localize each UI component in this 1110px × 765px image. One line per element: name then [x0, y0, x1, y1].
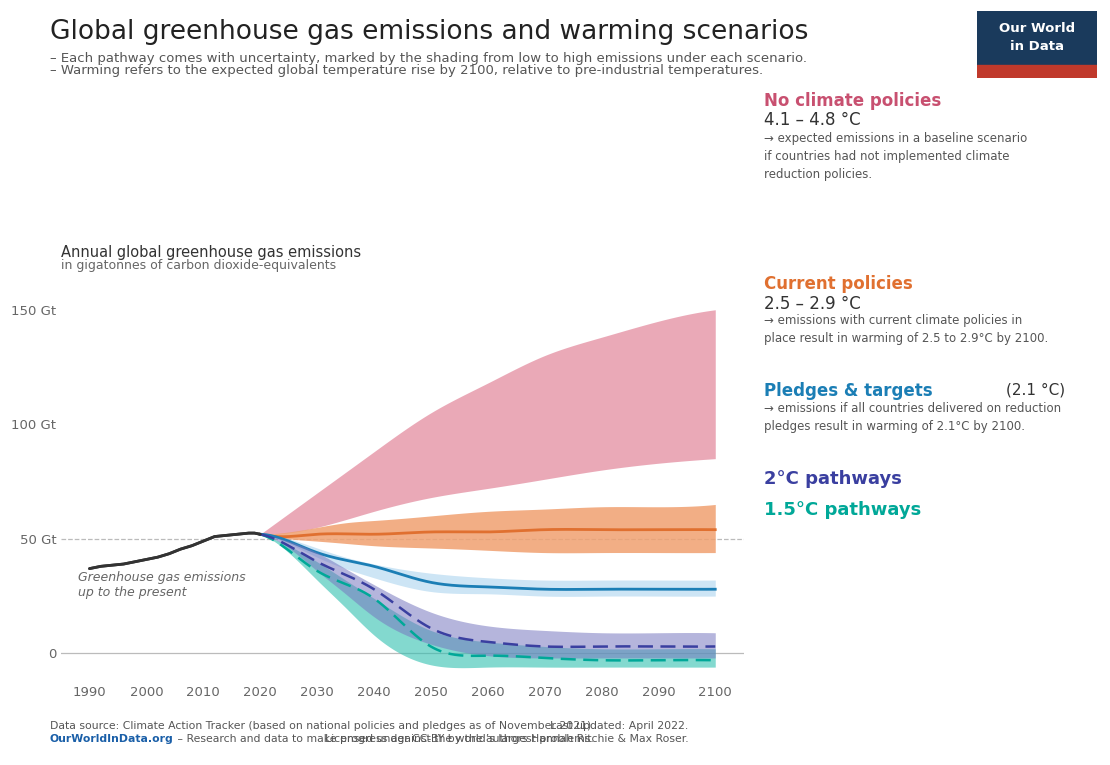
Text: Data source: Climate Action Tracker (based on national policies and pledges as o: Data source: Climate Action Tracker (bas…	[50, 721, 595, 731]
Text: – Research and data to make progress against the world’s largest problems.: – Research and data to make progress aga…	[174, 734, 594, 744]
Text: Annual global greenhouse gas emissions: Annual global greenhouse gas emissions	[61, 245, 361, 260]
Text: – Warming refers to the expected global temperature rise by 2100, relative to pr: – Warming refers to the expected global …	[50, 64, 763, 77]
Text: 1.5°C pathways: 1.5°C pathways	[764, 501, 921, 519]
Text: 4.1 – 4.8 °C: 4.1 – 4.8 °C	[764, 111, 860, 129]
Text: Pledges & targets: Pledges & targets	[764, 382, 932, 401]
Text: (2.1 °C): (2.1 °C)	[1006, 382, 1064, 398]
Text: Greenhouse gas emissions
up to the present: Greenhouse gas emissions up to the prese…	[78, 571, 245, 599]
Text: → emissions with current climate policies in
place result in warming of 2.5 to 2: → emissions with current climate policie…	[764, 314, 1048, 345]
Text: → emissions if all countries delivered on reduction
pledges result in warming of: → emissions if all countries delivered o…	[764, 402, 1061, 434]
Text: in Data: in Data	[1010, 40, 1063, 53]
Text: 2°C pathways: 2°C pathways	[764, 470, 901, 489]
Text: Current policies: Current policies	[764, 275, 912, 294]
Text: Last updated: April 2022.: Last updated: April 2022.	[549, 721, 688, 731]
Text: in gigatonnes of carbon dioxide-equivalents: in gigatonnes of carbon dioxide-equivale…	[61, 259, 336, 272]
Text: → expected emissions in a baseline scenario
if countries had not implemented cli: → expected emissions in a baseline scena…	[764, 132, 1027, 181]
Bar	[977, 64, 1097, 78]
Text: Our World: Our World	[999, 22, 1074, 35]
Text: OurWorldInData.org: OurWorldInData.org	[50, 734, 173, 744]
Text: – Each pathway comes with uncertainty, marked by the shading from low to high em: – Each pathway comes with uncertainty, m…	[50, 52, 807, 65]
Text: Global greenhouse gas emissions and warming scenarios: Global greenhouse gas emissions and warm…	[50, 19, 808, 45]
Text: 2.5 – 2.9 °C: 2.5 – 2.9 °C	[764, 295, 860, 313]
Text: Licensed under CC-BY by the authors Hannah Ritchie & Max Roser.: Licensed under CC-BY by the authors Hann…	[324, 734, 688, 744]
Text: No climate policies: No climate policies	[764, 92, 941, 110]
